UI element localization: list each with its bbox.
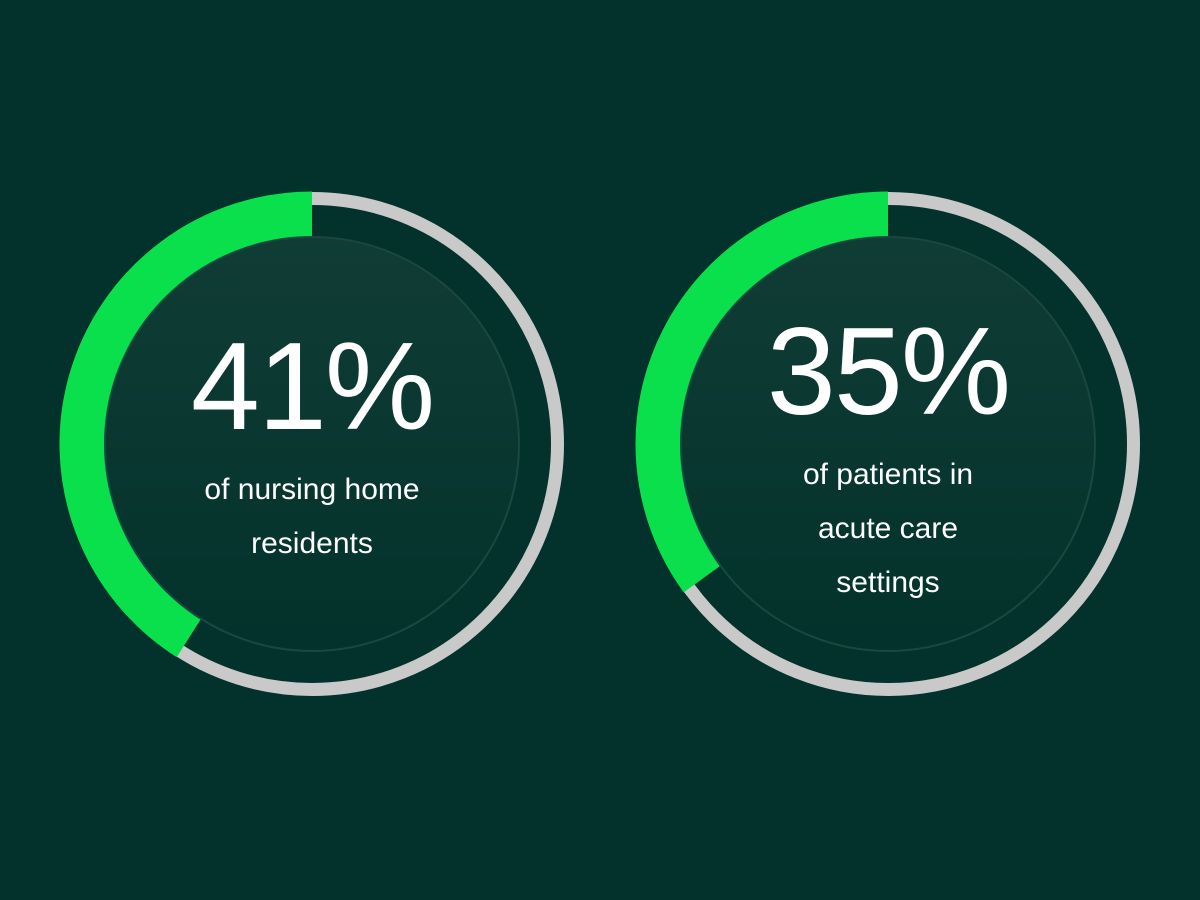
- stat-2-label-line-1: of patients in: [802, 458, 974, 491]
- stat-1-label-line-1: of nursing home: [204, 473, 420, 506]
- inner-disc-border: [104, 236, 520, 652]
- stat-1: 41% of nursing home residents: [112, 325, 512, 571]
- inner-disc-border: [680, 236, 1096, 652]
- stat-2-label-line-3: settings: [836, 566, 940, 599]
- stat-2-value: 35%: [766, 303, 1011, 441]
- stat-1-value: 41%: [190, 318, 435, 456]
- stat-2: 35% of patients in acute care settings: [688, 310, 1088, 610]
- ring-progress-arc: [635, 191, 889, 593]
- ring-progress-arc: [59, 191, 313, 658]
- inner-disc: [681, 237, 1095, 651]
- stat-2-label-line-2: acute care: [817, 512, 959, 545]
- inner-disc: [105, 237, 519, 651]
- stat-1-label-line-2: residents: [251, 527, 373, 560]
